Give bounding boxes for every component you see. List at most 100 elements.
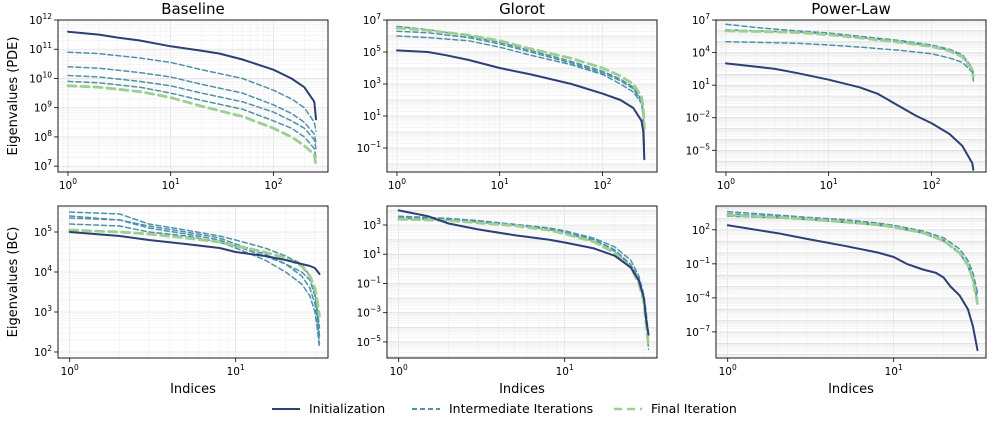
y-tick-label: 101 — [692, 77, 710, 92]
x-tick-base: 10 — [61, 366, 74, 378]
x-axis-label: Indices — [828, 382, 874, 397]
x-tick-base: 10 — [922, 180, 935, 192]
x-tick-base: 10 — [227, 366, 240, 378]
legend-label-mid: Intermediate Iterations — [449, 401, 593, 416]
y-tick-exp: 8 — [47, 129, 52, 138]
x-tick-exp: 0 — [403, 363, 408, 372]
x-tick-base: 10 — [556, 366, 569, 378]
series-line-mid-3 — [67, 74, 317, 150]
y-tick-base: 10 — [357, 308, 370, 320]
grid — [715, 19, 986, 173]
x-tick-label: 101 — [820, 177, 838, 192]
y-tick-exp: 3 — [47, 304, 52, 313]
series-line-mid-2 — [68, 217, 321, 345]
series-line-final-4 — [726, 213, 979, 306]
x-tick-exp: 2 — [936, 177, 941, 186]
y-tick-base: 10 — [363, 249, 376, 261]
y-tick-base: 10 — [357, 278, 370, 290]
y-tick-exp: 4 — [47, 264, 52, 273]
x-tick-base: 10 — [264, 180, 277, 192]
y-tick-base: 10 — [692, 80, 705, 92]
series-group — [724, 23, 975, 171]
y-tick-label: 104 — [34, 264, 52, 279]
y-tick-base: 10 — [686, 145, 699, 157]
y-tick-base: 10 — [29, 15, 42, 27]
x-tick-label: 101 — [227, 363, 245, 378]
y-tick-base: 10 — [34, 132, 47, 144]
y-tick-label: 102 — [692, 222, 710, 237]
grid — [716, 206, 986, 358]
x-tick-base: 10 — [717, 180, 730, 192]
y-tick-base: 10 — [363, 111, 376, 123]
series-line-init-0 — [68, 231, 321, 275]
y-tick-base: 10 — [34, 307, 47, 319]
x-tick-exp: 1 — [504, 177, 509, 186]
y-tick-label: 10−4 — [686, 290, 711, 305]
y-tick-base: 10 — [363, 15, 376, 27]
y-tick-label: 105 — [363, 44, 381, 59]
series-line-init-0 — [397, 209, 650, 336]
series-line-mid-1 — [397, 215, 650, 336]
series-line-mid-4 — [67, 80, 317, 159]
y-tick-exp: 7 — [376, 12, 381, 21]
x-tick-base: 10 — [820, 180, 833, 192]
y-tick-label: 10−5 — [686, 142, 711, 157]
x-tick-base: 10 — [162, 180, 175, 192]
y-tick-exp: −2 — [699, 110, 710, 119]
y-tick-label: 107 — [692, 12, 710, 27]
series-line-mid-2 — [396, 30, 646, 157]
y-tick-base: 10 — [363, 79, 376, 91]
y-tick-base: 10 — [357, 337, 370, 349]
y-tick-exp: −5 — [370, 334, 381, 343]
grid — [386, 19, 657, 172]
series-line-final-5 — [68, 228, 321, 318]
y-tick-exp: 7 — [705, 12, 710, 21]
y-tick-label: 1012 — [29, 12, 52, 27]
series-line-final-4 — [724, 29, 975, 78]
x-axis-label: Indices — [170, 382, 216, 397]
y-tick-exp: 3 — [376, 217, 381, 226]
series-line-init-0 — [726, 224, 979, 352]
y-tick-label: 102 — [34, 344, 52, 359]
x-tick-exp: 0 — [732, 363, 737, 372]
x-tick-exp: 0 — [401, 177, 406, 186]
x-tick-base: 10 — [59, 180, 72, 192]
y-tick-base: 10 — [29, 73, 42, 85]
y-tick-exp: 1 — [705, 77, 710, 86]
x-axis-label: Indices — [499, 382, 545, 397]
y-tick-base: 10 — [34, 103, 47, 115]
y-tick-label: 108 — [34, 129, 52, 144]
x-tick-exp: 1 — [569, 363, 574, 372]
x-tick-exp: 1 — [898, 363, 903, 372]
subplot-title: Power-Law — [811, 0, 891, 18]
y-tick-exp: −1 — [370, 275, 381, 284]
y-tick-exp: 10 — [42, 70, 52, 79]
series-group — [66, 30, 318, 168]
x-tick-label: 100 — [388, 177, 406, 192]
series-group — [397, 209, 650, 350]
y-tick-exp: 5 — [47, 224, 52, 233]
x-tick-base: 10 — [885, 366, 898, 378]
series-line-mid-1 — [725, 23, 975, 76]
y-tick-exp: 4 — [705, 45, 710, 54]
x-tick-label: 100 — [59, 177, 77, 192]
y-tick-base: 10 — [363, 220, 376, 232]
y-tick-base: 10 — [686, 113, 699, 125]
y-tick-exp: −1 — [699, 256, 710, 265]
series-line-init-0 — [725, 62, 975, 171]
y-tick-base: 10 — [357, 143, 370, 155]
y-axis-label: Eigenvalues (BC) — [6, 227, 21, 338]
y-tick-label: 104 — [692, 45, 710, 60]
y-tick-exp: 5 — [376, 44, 381, 53]
x-tick-exp: 0 — [72, 177, 77, 186]
x-tick-label: 102 — [593, 177, 611, 192]
legend-label-final: Final Iteration — [651, 401, 737, 416]
series-group — [68, 211, 321, 349]
subplot-title: Baseline — [161, 0, 225, 18]
